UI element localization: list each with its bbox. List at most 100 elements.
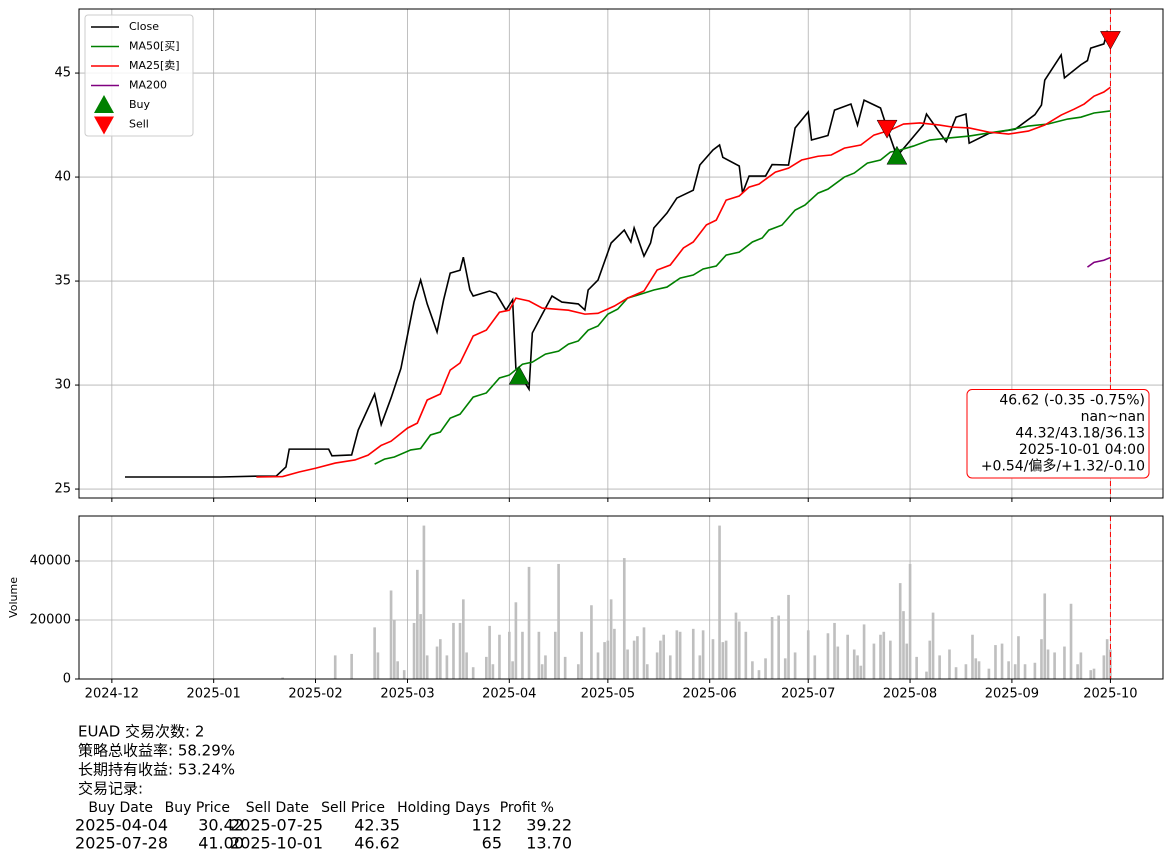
volume-bar: [721, 642, 725, 679]
volume-bar: [373, 627, 376, 679]
volume-bar: [350, 653, 353, 679]
summary-line: 策略总收益率: 58.29%: [78, 742, 235, 760]
volume-bar: [994, 645, 997, 679]
table-cell: 42.35: [354, 816, 400, 835]
volume-bar: [1079, 652, 1083, 679]
volume-bar: [580, 631, 583, 679]
legend-box: [84, 14, 194, 137]
legend-label: Buy: [129, 98, 151, 111]
volume-bar: [563, 656, 567, 679]
volume-bar: [1076, 664, 1079, 679]
y-tick-label: 0: [63, 672, 71, 687]
table-header: Buy Date: [88, 800, 153, 816]
volume-bar: [836, 646, 840, 679]
volume-bar: [376, 652, 380, 679]
x-tick-label: 2025-07: [781, 687, 835, 702]
summary-line: EUAD 交易次数: 2: [78, 723, 204, 741]
volume-bar: [419, 614, 422, 679]
series-line: [1086, 256, 1111, 268]
volume-bar: [396, 661, 399, 679]
volume-bar: [491, 664, 495, 679]
volume-bar: [557, 563, 560, 679]
volume-bar: [655, 652, 659, 679]
volume-bar: [737, 621, 741, 679]
volume-bar: [987, 668, 991, 679]
volume-bar: [872, 643, 876, 679]
volume-bar: [701, 630, 705, 679]
volume-bar: [902, 611, 905, 679]
x-tick-label: 2025-05: [581, 687, 635, 702]
volume-bar: [537, 631, 541, 679]
volume-bar: [422, 525, 426, 679]
volume-bar: [1092, 668, 1096, 679]
volume-bar: [793, 652, 797, 679]
volume-bar: [948, 649, 951, 679]
volume-bar: [1069, 603, 1073, 679]
volume-bar: [662, 634, 666, 679]
volume-bar: [389, 590, 393, 679]
volume-bar: [636, 636, 639, 679]
volume-bar: [1102, 655, 1106, 679]
volume-bar: [412, 622, 416, 679]
volume-bar: [508, 631, 511, 679]
volume-bar: [540, 664, 544, 679]
volume-bar: [764, 658, 767, 679]
table-header: Sell Date: [246, 800, 309, 816]
axes-frame: [78, 515, 1164, 680]
volume-bar: [734, 612, 738, 679]
table-header: Profit %: [500, 800, 554, 816]
volume-bar: [711, 639, 715, 679]
volume-bar: [905, 643, 909, 679]
volume-bar: [333, 655, 337, 679]
annotation-text: nan~nan: [1081, 409, 1145, 425]
volume-bar: [925, 671, 928, 679]
y-tick-label: 35: [54, 274, 71, 289]
volume-bar: [485, 656, 488, 679]
volume-bar: [675, 630, 679, 679]
volume-bar: [1089, 670, 1093, 679]
volume-bar: [393, 619, 396, 679]
y-tick-label: 20000: [30, 612, 71, 627]
volume-bar: [859, 665, 863, 679]
volume-bar: [751, 661, 754, 679]
table-cell: 2025-10-01: [230, 834, 323, 853]
volume-bar: [511, 661, 514, 679]
x-tick-label: 2024-12: [85, 687, 139, 702]
volume-bar: [514, 602, 518, 679]
volume-bar: [544, 655, 547, 679]
volume-bar: [678, 631, 682, 679]
legend-label: MA50[买]: [129, 40, 180, 53]
y-tick-label: 40: [54, 170, 71, 185]
volume-bar: [553, 631, 557, 679]
volume-bar: [471, 667, 475, 679]
volume-bar: [632, 640, 636, 679]
series-line: [124, 29, 1112, 478]
volume-bar: [642, 627, 646, 679]
trade-marker: [886, 145, 908, 165]
volume-bar: [613, 628, 616, 679]
x-tick-label: 2025-01: [187, 687, 241, 702]
volume-bar: [452, 622, 455, 679]
table-cell: 2025-07-25: [230, 816, 323, 835]
volume-bar: [977, 661, 981, 679]
x-tick-label: 2025-10: [1083, 687, 1137, 702]
table-cell: 13.70: [526, 834, 572, 853]
volume-bar: [1023, 664, 1027, 679]
plot-area: [79, 516, 1163, 679]
volume-bar: [576, 664, 580, 679]
x-tick-label: 2025-02: [288, 687, 342, 702]
volume-bar: [852, 649, 856, 679]
x-tick-label: 2025-04: [482, 687, 536, 702]
table-header: Holding Days: [397, 800, 490, 816]
legend-label: Sell: [129, 118, 149, 131]
table-cell: 65: [482, 834, 502, 853]
axes: 0 20000 40000 2024-12 2025-01 2025-02 2025-03 2…: [7, 515, 1164, 702]
volume-bar: [744, 631, 748, 679]
legend-label: MA200: [129, 79, 167, 92]
summary-line: 长期持有收益: 53.24%: [78, 761, 235, 779]
volume-bar: [596, 652, 600, 679]
volume-bar: [435, 646, 439, 679]
volume-bar: [1063, 646, 1066, 679]
